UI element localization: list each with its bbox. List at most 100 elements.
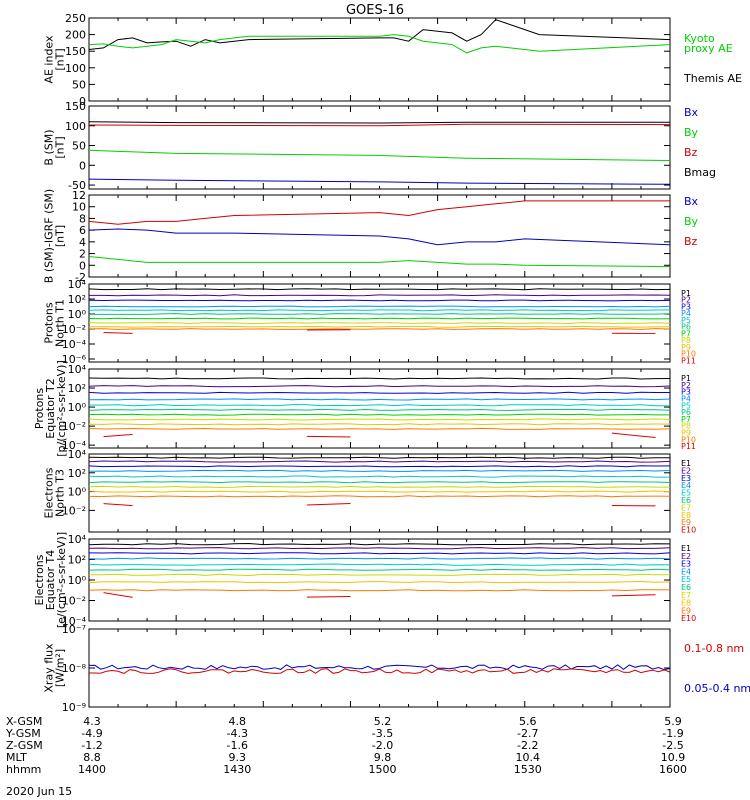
channel-line [88,418,671,421]
legend-entry: P4 [681,309,691,318]
channel-segment [306,502,351,506]
y-tick-label: 4 [79,236,86,249]
series-line [88,228,671,246]
channel-line [88,465,671,468]
y-axis-label: Electrons [43,467,56,518]
legend-entry: P8 [681,422,691,431]
orbit-value: 1430 [223,763,251,776]
y-tick-label: 10⁰ [68,401,87,414]
y-tick-label: 10⁻² [62,323,86,336]
y-tick-label: 10⁻⁸ [62,662,87,675]
series-line [88,200,670,225]
y-tick-label: 0 [79,159,86,172]
legend-entry: P2 [681,381,691,390]
orbit-value: -2.2 [517,739,538,752]
y-tick-label: 10⁻⁹ [62,701,86,714]
legend-entry: E10 [681,526,696,535]
channel-line [88,475,670,478]
channel-line [88,299,671,302]
figure-title: GOES-16 [346,3,404,18]
y-tick-label: 150 [65,100,86,113]
legend-entry: E9 [681,606,691,615]
y-axis-label: Equator T4 [44,550,57,610]
channel-line [88,557,671,560]
channel-line [88,485,670,488]
channel-line [88,309,671,312]
channel-segment [103,331,133,334]
legend-entry: E6 [681,496,691,505]
y-tick-label: 250 [65,12,86,25]
legend-entry: P10 [681,435,696,444]
channel-line [88,377,671,380]
series-line [88,121,670,124]
orbit-value: -1.6 [227,739,248,752]
y-axis-label: [W/m²] [54,649,67,687]
orbit-value: 10.4 [516,751,541,764]
channel-line [88,408,671,411]
y-axis-label: AE index [43,35,56,84]
panel-frame [88,17,671,102]
legend-entry: E10 [681,614,696,623]
y-tick-label: 0 [79,259,86,272]
channel-line [88,423,671,426]
y-tick-label: 12 [72,189,86,202]
legend-entry: P6 [681,408,691,417]
legend-entry: Themis AE [683,72,742,85]
panel-frame [88,368,671,449]
legend-entry: P2 [681,296,691,305]
y-axis-label: North T1 [54,299,67,347]
panel-frame [88,538,671,622]
legend-entry: E3 [681,474,691,483]
legend-entry: P10 [681,350,696,359]
y-tick-label: 2 [79,248,86,261]
channel-segment [103,592,133,598]
y-tick-label: 100 [65,120,86,133]
date-label: 2020 Jun 15 [6,785,72,798]
legend-entry: E9 [681,518,691,527]
orbit-value: 1400 [78,763,106,776]
series-line [88,123,671,127]
orbit-value: 1600 [659,763,687,776]
legend-entry: Bmag [684,166,716,179]
channel-line [88,322,671,324]
orbit-value: 9.3 [229,751,247,764]
channel-line [88,413,670,416]
channel-line [88,398,671,401]
y-tick-label: 10⁻⁴ [62,338,87,351]
orbit-value: -3.5 [372,727,393,740]
channel-segment [611,594,656,597]
legend-entry: E4 [681,481,691,490]
orbit-value: 1530 [514,763,542,776]
legend-entry: P1 [681,374,691,383]
legend-entry: E1 [681,459,691,468]
legend-entry: By [684,215,699,228]
y-axis-label: [nT] [54,48,67,70]
y-axis-label: [p/(cm²-s-sr-keV)] [55,360,68,457]
y-axis-label: [e/(cm²-s-sr-keV)] [55,532,68,628]
orbit-value: 5.9 [664,715,682,728]
channel-segment [306,595,351,598]
channel-line [88,385,671,388]
y-tick-label: 200 [65,29,86,42]
legend-entry: E1 [681,544,691,553]
y-tick-label: 10⁰ [68,574,87,587]
y-tick-label: 10² [68,467,86,480]
channel-line [88,573,671,577]
channel-line [89,328,671,330]
orbit-value: -2.5 [662,739,683,752]
orbit-value: 1500 [369,763,397,776]
orbit-value: -4.9 [81,727,102,740]
series-line [89,668,671,674]
orbit-row-label: hhmm [6,763,41,776]
orbit-value: -2.7 [517,727,538,740]
channel-line [88,481,671,484]
y-tick-label: 50 [72,140,86,153]
y-tick-label: 10⁴ [68,533,87,546]
y-axis-label: B (SM) [43,129,56,165]
legend-entry: E3 [681,560,691,569]
legend-entry: P9 [681,429,691,438]
y-axis-label: B (SM)-IGRF (SM) [43,189,56,283]
